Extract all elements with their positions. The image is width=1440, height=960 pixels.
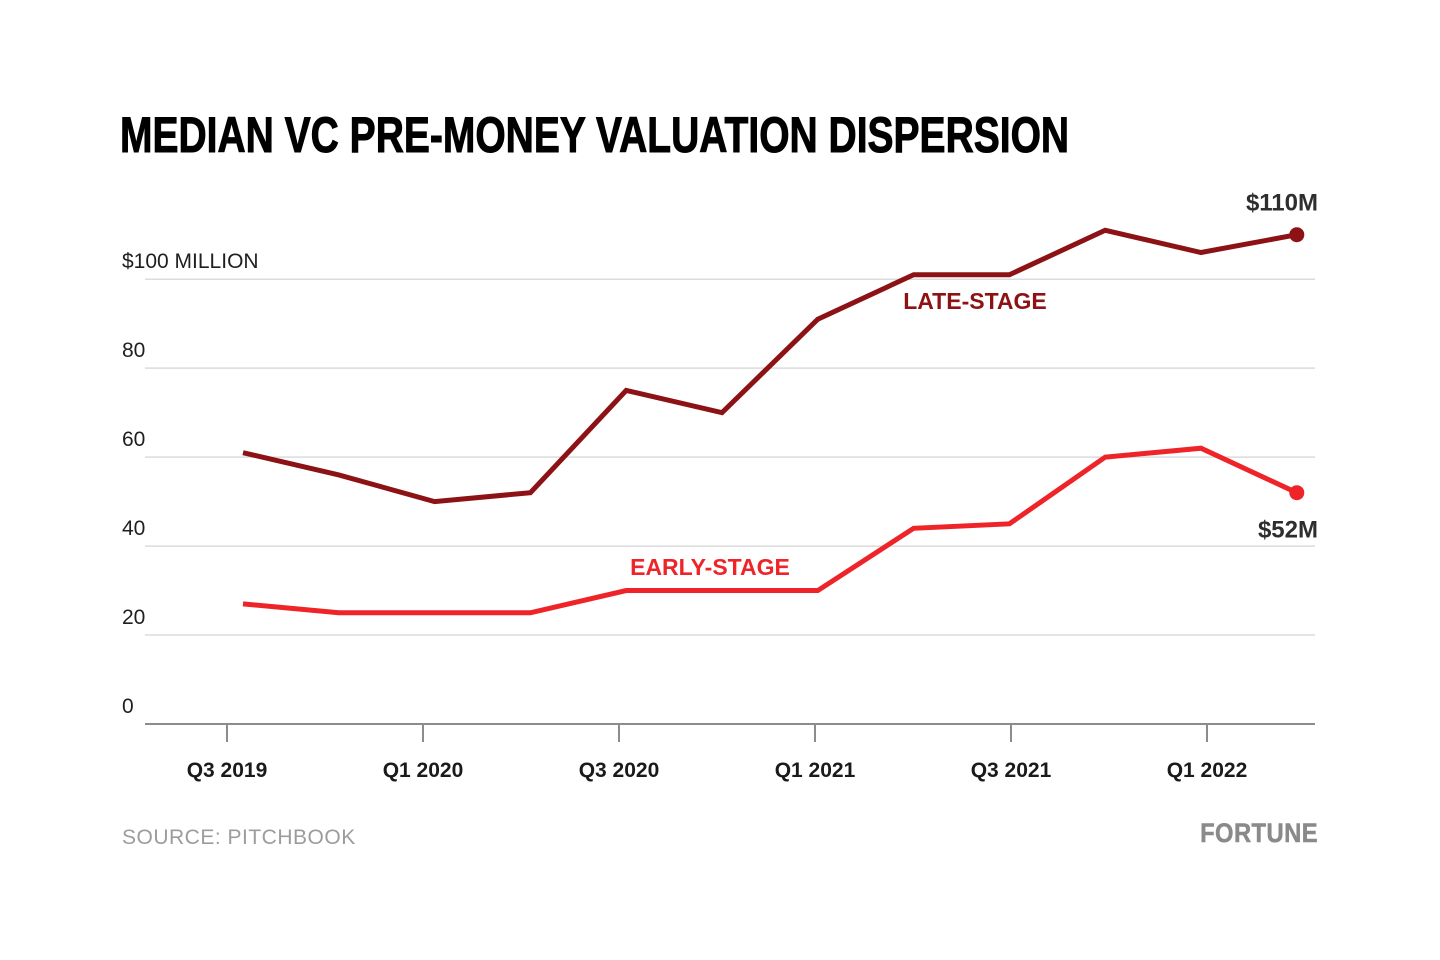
y-axis-label-100: $100 MILLION [122,250,259,273]
x-axis-label-1: Q1 2020 [383,759,464,782]
gridlines-group [145,278,1315,636]
y-axis-label-40: 40 [122,517,145,540]
y-axis-label-0: 0 [122,695,134,718]
y-axis-label-60: 60 [122,428,145,451]
end-value-label-early-stage: $52M [1258,517,1318,544]
source-credit: SOURCE: PITCHBOOK [122,826,356,849]
end-value-label-late-stage: $110M [1246,190,1318,217]
fortune-logo: FORTUNE [1200,818,1318,849]
series-group [242,227,1305,616]
chart-title: MEDIAN VC PRE-MONEY VALUATION DISPERSION [120,107,1070,164]
y-axis-labels-group: 0 20 40 60 80 $100 MILLION [122,250,259,718]
x-axis-label-0: Q3 2019 [187,759,268,782]
x-axis-label-5: Q1 2022 [1167,759,1248,782]
annotations-group: $110M $52M LATE-STAGE EARLY-STAGE [630,190,1318,580]
series-line-late-stage [242,227,1298,505]
series-label-late-stage: LATE-STAGE [903,288,1047,314]
series-line-early-stage [242,445,1298,616]
y-axis-label-80: 80 [122,339,145,362]
y-axis-label-20: 20 [122,606,145,629]
x-axis-label-2: Q3 2020 [579,759,660,782]
series-end-dot-late-stage [1289,227,1305,243]
x-axis-label-4: Q3 2021 [971,759,1052,782]
x-axis-group [145,723,1315,742]
series-end-dot-early-stage [1289,485,1305,501]
x-axis-label-3: Q1 2021 [775,759,856,782]
x-axis-labels-group: Q3 2019 Q1 2020 Q3 2020 Q1 2021 Q3 2021 Q1 20… [187,759,1248,782]
series-label-early-stage: EARLY-STAGE [630,554,790,580]
